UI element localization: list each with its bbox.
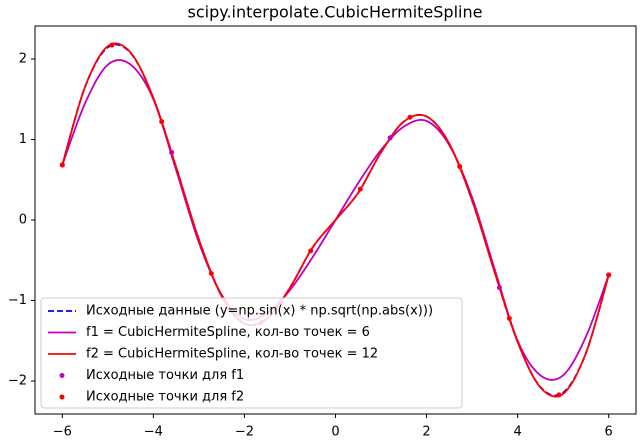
data-point — [109, 42, 115, 48]
x-tick-label: −4 — [144, 425, 163, 440]
x-tick-label: −6 — [53, 425, 72, 440]
legend-marker — [59, 394, 65, 400]
data-point — [169, 149, 175, 155]
y-tick-label: −1 — [8, 293, 27, 308]
data-point — [556, 392, 562, 398]
x-tick-label: −2 — [235, 425, 254, 440]
y-tick-label: 2 — [19, 52, 27, 67]
data-point — [506, 315, 512, 321]
data-point — [387, 135, 393, 141]
data-point — [159, 119, 165, 125]
data-point — [357, 186, 363, 192]
data-point — [457, 163, 463, 169]
legend-label: Исходные точки для f2 — [86, 390, 244, 405]
y-tick-label: 0 — [19, 213, 27, 228]
legend-label: f1 = CubicHermiteSpline, кол-во точек = … — [86, 325, 370, 340]
series-line — [61, 42, 610, 398]
legend-label: Исходные данные (y=np.sin(x) * np.sqrt(n… — [86, 304, 433, 319]
y-tick-label: 1 — [19, 132, 27, 147]
legend-label: Исходные точки для f1 — [86, 368, 244, 383]
chart-title: scipy.interpolate.CubicHermiteSpline — [188, 3, 483, 22]
data-point — [59, 162, 65, 168]
data-point — [606, 272, 612, 278]
x-tick-label: 6 — [605, 425, 613, 440]
legend-label: f2 = CubicHermiteSpline, кол-во точек = … — [86, 347, 378, 362]
y-tick-label: −2 — [8, 373, 27, 388]
legend-marker — [59, 373, 65, 378]
plot-frame — [34, 25, 637, 415]
x-tick-label: 4 — [513, 425, 521, 440]
data-point — [496, 285, 502, 291]
data-point — [208, 271, 214, 277]
legend-box — [40, 297, 463, 409]
x-tick-label: 2 — [422, 425, 430, 440]
data-point — [308, 248, 314, 254]
x-tick-label: 0 — [331, 425, 339, 440]
data-point — [407, 114, 413, 120]
